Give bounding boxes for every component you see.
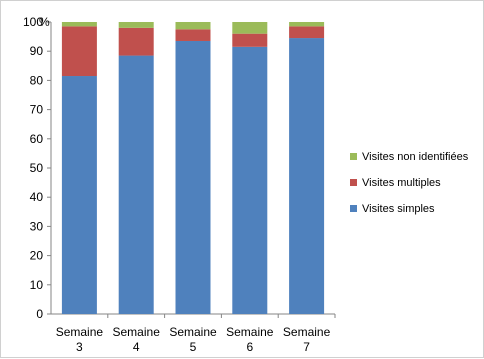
bar-segment <box>232 22 268 34</box>
legend-label: Visites multiples <box>362 177 441 189</box>
y-tick-label: 10 <box>30 278 44 292</box>
legend-label: Visites non identifiées <box>362 151 469 163</box>
y-tick-labels: 0 10 20 30 40 50 60 70 80 90 100 <box>23 15 51 321</box>
bar-segment <box>289 26 325 39</box>
x-tick-label: Semaine 4 <box>113 325 161 354</box>
y-tick-label: 70 <box>30 103 44 117</box>
y-tick-label: 30 <box>30 219 44 233</box>
bar-segment <box>289 38 325 315</box>
y-tick-label: 90 <box>30 44 44 58</box>
legend-swatch <box>350 205 357 212</box>
bar-segment <box>232 33 268 47</box>
bar-segment <box>175 22 211 30</box>
y-tick-label: 40 <box>30 190 44 204</box>
x-tick-label: Semaine 7 <box>283 325 331 354</box>
y-tick-label: 50 <box>30 161 44 175</box>
bar-segment <box>61 22 97 27</box>
bar-segment <box>118 55 154 315</box>
x-tick-labels: Semaine 3 Semaine 4 Semaine 5 Semaine 6 Semaine 7 <box>56 325 331 354</box>
bar-segment <box>118 27 154 56</box>
bar-segment <box>175 29 211 41</box>
x-tick-label: Semaine 6 <box>226 325 274 354</box>
y-tick-label: 60 <box>30 132 44 146</box>
legend-swatch <box>350 153 357 160</box>
y-tick-label: 0 <box>36 307 43 321</box>
bar-segment <box>61 26 97 77</box>
legend-swatch <box>350 179 357 186</box>
bar-segment <box>232 46 268 314</box>
y-tick-label: 100 <box>23 15 43 29</box>
y-unit-label: % <box>39 15 50 29</box>
legend-label: Visites simples <box>362 203 435 215</box>
bars <box>61 22 336 318</box>
bar-segment <box>175 40 211 314</box>
bar-segment <box>61 76 97 315</box>
x-tick-label: Semaine 3 <box>56 325 104 354</box>
bar-segment <box>289 22 325 27</box>
legend: Visites non identifiées Visites multiples… <box>350 151 469 215</box>
y-tick-label: 80 <box>30 73 44 87</box>
bar-segment <box>118 22 154 28</box>
y-tick-label: 20 <box>30 249 44 263</box>
x-tick-label: Semaine 5 <box>169 325 217 354</box>
